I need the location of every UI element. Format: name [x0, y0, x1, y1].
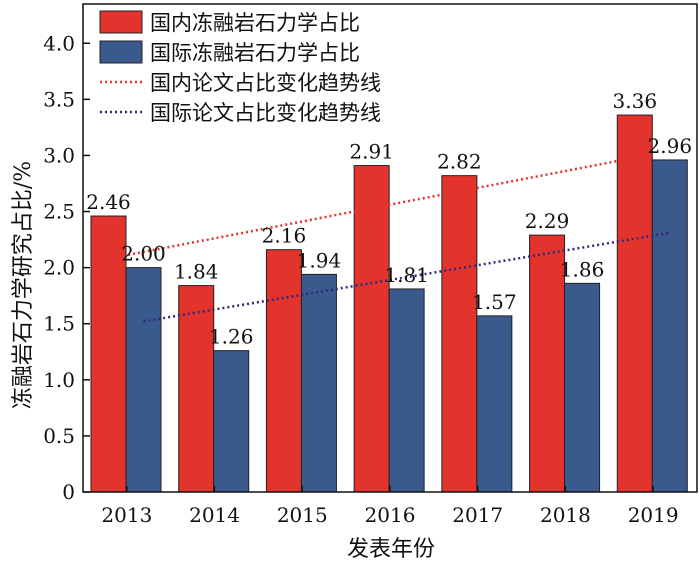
- y-tick-label: 3.5: [43, 87, 75, 111]
- bar-domestic-2014: [178, 285, 215, 493]
- bars-group: [90, 114, 688, 493]
- legend-label-2: 国内论文占比变化趋势线: [150, 71, 381, 95]
- bar-domestic-2017: [441, 175, 478, 493]
- bar-international-2016: [388, 288, 425, 493]
- bar-domestic-2013: [90, 215, 127, 493]
- y-tick-label: 1.5: [43, 312, 75, 336]
- data-label-international-2019: 2.96: [648, 134, 693, 158]
- legend-label-3: 国际论文占比变化趋势线: [150, 101, 381, 125]
- legend: 国内冻融岩石力学占比国际冻融岩石力学占比国内论文占比变化趋势线国际论文占比变化趋…: [99, 10, 381, 125]
- trendline-domestic: [108, 156, 636, 260]
- x-axis-title: 发表年份: [347, 537, 435, 562]
- y-tick-label: 3.0: [43, 143, 75, 167]
- bar-international-2013: [125, 267, 162, 493]
- bar-international-2015: [300, 273, 337, 493]
- data-label-domestic-2016: 2.91: [349, 140, 394, 164]
- data-label-international-2018: 1.86: [560, 257, 605, 281]
- x-tick-label: 2015: [277, 503, 328, 527]
- y-tick-label: 4.0: [43, 31, 75, 55]
- data-label-domestic-2015: 2.16: [262, 224, 307, 248]
- axes-group: 0 0.5 1.0 1.5 2.0 2.5 3.0 3.5 4.0 2013 2014 2015 201…: [43, 3, 698, 527]
- data-label-international-2013: 2.00: [121, 242, 166, 266]
- y-tick-label: 1.0: [43, 368, 75, 392]
- x-tick-label: 2017: [452, 503, 503, 527]
- data-label-international-2015: 1.94: [297, 248, 342, 272]
- bar-international-2014: [213, 350, 250, 493]
- x-tick-label: 2013: [101, 503, 152, 527]
- data-label-international-2014: 1.26: [209, 325, 254, 349]
- data-label-international-2017: 1.57: [472, 290, 517, 314]
- bar-international-2017: [476, 315, 513, 493]
- legend-swatch-0: [99, 10, 143, 34]
- legend-swatch-1: [99, 40, 143, 64]
- bar-domestic-2015: [265, 249, 302, 493]
- x-tick-label: 2014: [189, 503, 240, 527]
- y-tick-label: 2.0: [43, 256, 75, 280]
- bar-domestic-2019: [616, 114, 653, 493]
- x-tick-label: 2016: [365, 503, 416, 527]
- y-axis-title: 冻融岩石力学研究占比/%: [11, 161, 36, 409]
- bar-domestic-2016: [353, 165, 390, 493]
- x-tick-label: 2018: [540, 503, 591, 527]
- x-tick-label: 2019: [628, 503, 679, 527]
- data-label-domestic-2019: 3.36: [613, 89, 658, 113]
- y-tick-label: 0: [62, 480, 75, 504]
- y-tick-label: 2.5: [43, 200, 75, 224]
- y-tick-label: 0.5: [43, 424, 75, 448]
- data-label-domestic-2013: 2.46: [86, 190, 131, 214]
- legend-label-0: 国内冻融岩石力学占比: [150, 11, 360, 35]
- bar-international-2019: [651, 159, 688, 493]
- data-label-international-2016: 1.81: [384, 263, 429, 287]
- data-label-domestic-2017: 2.82: [437, 150, 482, 174]
- legend-label-1: 国际冻融岩石力学占比: [150, 41, 360, 65]
- data-label-domestic-2014: 1.84: [174, 260, 219, 284]
- trendline-international: [143, 231, 670, 323]
- data-labels-group: 2.46 1.84 2.16 2.91 2.82 2.29 3.36 2.00 1.26 1.94…: [86, 89, 692, 349]
- trendlines-group: [108, 156, 670, 323]
- bar-international-2018: [564, 282, 601, 493]
- data-label-domestic-2018: 2.29: [525, 209, 570, 233]
